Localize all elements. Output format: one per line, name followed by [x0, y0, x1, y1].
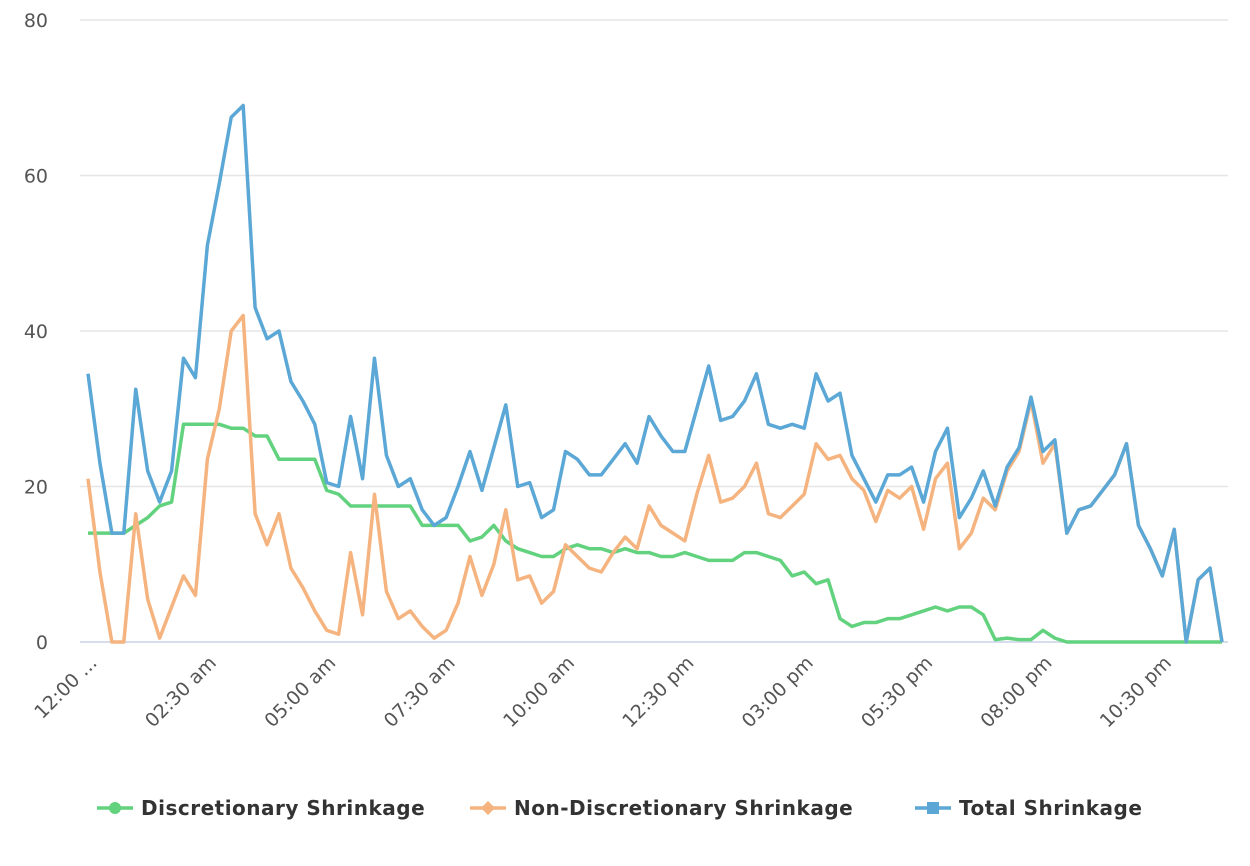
x-tick-label: 02:30 am [141, 652, 221, 732]
x-tick-label: 12:30 pm [618, 652, 698, 732]
series-line [86, 103, 1224, 644]
legend-marker [109, 802, 121, 814]
series-line [88, 422, 1222, 644]
y-tick-label: 20 [24, 477, 48, 499]
x-tick-label: 07:30 am [380, 652, 460, 732]
y-tick-label: 0 [36, 632, 48, 654]
x-tick-label: 08:00 pm [976, 652, 1056, 732]
x-tick-label: 10:30 pm [1096, 652, 1176, 732]
y-tick-label: 40 [24, 321, 48, 343]
x-tick-label: 10:00 am [499, 652, 579, 732]
series-line [86, 313, 1224, 644]
legend-label: Discretionary Shrinkage [141, 796, 425, 820]
legend-label: Non-Discretionary Shrinkage [514, 796, 853, 820]
legend-label: Total Shrinkage [959, 796, 1142, 820]
x-tick-label: 12:00 ... [30, 652, 101, 723]
legend-marker [481, 801, 495, 815]
x-tick-label: 05:30 pm [857, 652, 937, 732]
y-tick-label: 60 [24, 166, 48, 188]
x-tick-label: 05:00 am [260, 652, 340, 732]
y-tick-label: 80 [24, 10, 48, 32]
legend-marker [927, 802, 939, 814]
x-tick-label: 03:00 pm [738, 652, 818, 732]
